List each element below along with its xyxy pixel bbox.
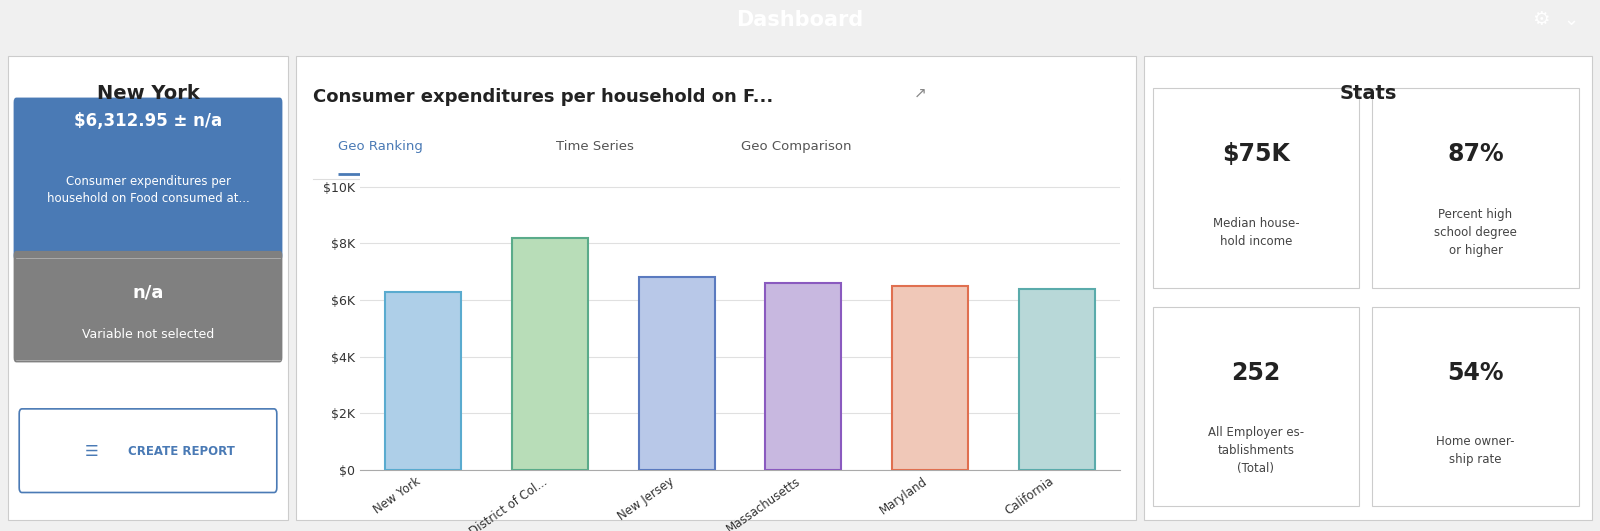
Text: Percent high
school degree
or higher: Percent high school degree or higher [1434, 208, 1517, 256]
Text: ⚙: ⚙ [1533, 11, 1549, 29]
FancyBboxPatch shape [13, 98, 282, 260]
Text: $6,312.95 ± n/a: $6,312.95 ± n/a [74, 112, 222, 130]
Text: Consumer expenditures per
household on Food consumed at...: Consumer expenditures per household on F… [46, 176, 250, 205]
Text: Consumer expenditures per household on F...: Consumer expenditures per household on F… [314, 88, 773, 106]
Text: ⌄: ⌄ [1563, 11, 1579, 29]
Text: Geo Comparison: Geo Comparison [741, 140, 851, 153]
FancyBboxPatch shape [13, 251, 282, 362]
Text: n/a: n/a [133, 284, 163, 302]
FancyBboxPatch shape [1154, 88, 1358, 288]
Text: ↗: ↗ [914, 86, 926, 101]
Text: Stats: Stats [1339, 83, 1397, 102]
Bar [638, 277, 715, 470]
Text: 252: 252 [1232, 361, 1280, 384]
Text: Geo Ranking: Geo Ranking [338, 140, 422, 153]
FancyBboxPatch shape [1373, 88, 1579, 288]
Text: Time Series: Time Series [557, 140, 634, 153]
Text: Dashboard: Dashboard [736, 10, 864, 30]
FancyBboxPatch shape [1154, 307, 1358, 507]
Text: 54%: 54% [1448, 361, 1504, 384]
Text: 87%: 87% [1448, 142, 1504, 166]
Text: Variable not selected: Variable not selected [82, 328, 214, 341]
FancyBboxPatch shape [8, 56, 288, 520]
Text: New York: New York [96, 83, 200, 102]
Bar [765, 283, 842, 470]
Text: CREATE REPORT: CREATE REPORT [128, 445, 235, 458]
Text: Home owner-
ship rate: Home owner- ship rate [1437, 435, 1515, 466]
Text: All Employer es-
tablishments
(Total): All Employer es- tablishments (Total) [1208, 426, 1304, 475]
Bar [386, 292, 461, 470]
Text: $75K: $75K [1222, 142, 1290, 166]
Text: ☰: ☰ [85, 444, 99, 459]
FancyBboxPatch shape [19, 409, 277, 493]
Bar [512, 238, 589, 470]
FancyBboxPatch shape [1144, 56, 1592, 520]
Text: Median house-
hold income: Median house- hold income [1213, 217, 1299, 247]
FancyBboxPatch shape [1373, 307, 1579, 507]
Bar [1019, 289, 1094, 470]
Bar [893, 286, 968, 470]
FancyBboxPatch shape [296, 56, 1136, 520]
